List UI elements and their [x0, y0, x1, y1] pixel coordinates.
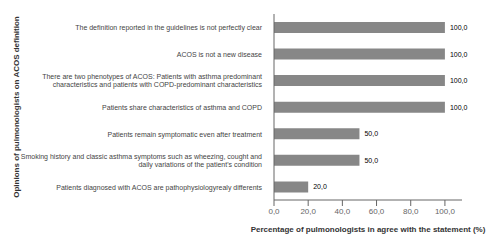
svg-text:20,0: 20,0: [313, 183, 327, 190]
svg-text:Patients remain symptomatic ev: Patients remain symptomatic even after t…: [108, 130, 263, 138]
svg-text:40,0: 40,0: [335, 207, 351, 216]
svg-text:Patients share characteristics: Patients share characteristics of asthma…: [102, 104, 262, 111]
svg-text:100,0: 100,0: [450, 24, 468, 31]
svg-text:100,0: 100,0: [450, 51, 468, 58]
svg-text:100,0: 100,0: [435, 207, 456, 216]
svg-text:ACOS is not a new disease: ACOS is not a new disease: [177, 50, 262, 57]
svg-text:Percentage of pulmonologists i: Percentage of pulmonologists in agree wi…: [251, 225, 486, 234]
svg-text:20,0: 20,0: [300, 207, 316, 216]
svg-text:Smoking history and classic as: Smoking history and classic asthma sympt…: [21, 153, 262, 169]
svg-text:80,0: 80,0: [403, 207, 419, 216]
svg-text:There are two phenotypes of AC: There are two phenotypes of ACOS: Patien…: [42, 73, 262, 89]
svg-text:Opinions of pulmonologists on: Opinions of pulmonologists on ACOS defin…: [12, 16, 21, 198]
svg-text:50,0: 50,0: [364, 157, 378, 164]
svg-text:The definition reported in the: The definition reported in the guideline…: [75, 24, 262, 32]
svg-text:0,0: 0,0: [268, 207, 280, 216]
svg-text:60,0: 60,0: [369, 207, 385, 216]
svg-text:100,0: 100,0: [450, 104, 468, 111]
svg-text:Patients diagnosed with ACOS a: Patients diagnosed with ACOS are pathoph…: [56, 183, 262, 191]
svg-text:100,0: 100,0: [450, 77, 468, 84]
svg-text:50,0: 50,0: [364, 130, 378, 137]
